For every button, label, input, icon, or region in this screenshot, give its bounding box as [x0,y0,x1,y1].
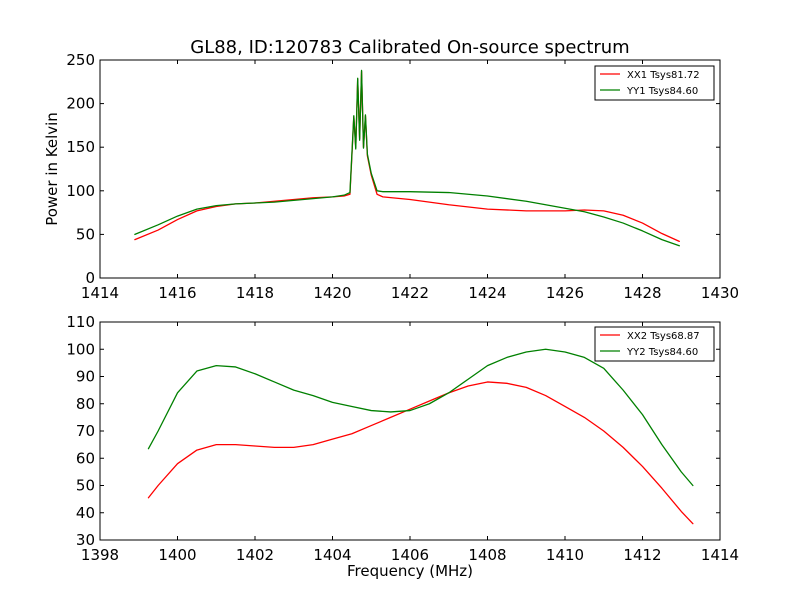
bottom-y-tick-label: 110 [66,313,95,331]
top-y-tick-label: 0 [85,269,95,287]
top-x-tick-label: 1430 [701,284,739,302]
top-x-tick-label: 1426 [546,284,584,302]
top-y-tick-label: 150 [66,138,95,156]
legend-label-yy2: YY2 Tsys84.60 [626,347,698,358]
top-x-tick-label: 1418 [236,284,274,302]
top-y-tick-label: 250 [66,51,95,69]
bottom-x-tick-label: 1414 [701,546,739,564]
legend-label-yy1: YY1 Tsys84.60 [626,86,698,97]
legend-box [594,65,715,101]
top-x-tick-label: 1420 [313,284,351,302]
bottom-legend: XX2 Tsys68.87 YY2 Tsys84.60 [594,326,715,362]
top-plot-frame [99,59,721,279]
x-axis-label: Frequency (MHz) [347,562,473,580]
bottom-x-tick-label: 1398 [81,546,119,564]
top-series-line-1 [134,69,680,247]
top-y-tick-label: 50 [76,225,95,243]
top-tick-layer: 1414 1416 1418 1420 1422 1424 1426 1428 1430 0 50 1… [66,51,739,302]
bottom-x-tick-label: 1404 [313,546,351,564]
top-legend: XX1 Tsys81.72 YY1 Tsys84.60 [594,65,715,101]
bottom-series-layer [147,348,694,525]
bottom-y-tick-label: 30 [76,531,95,549]
top-plot: GL88, ID:120783 Calibrated On-source spe… [43,37,739,302]
top-x-tick-label: 1416 [158,284,196,302]
bottom-plot-frame [99,321,721,541]
top-x-tick-label: 1424 [468,284,506,302]
bottom-y-tick-label: 100 [66,340,95,358]
top-x-tick-label: 1422 [391,284,429,302]
bottom-x-tick-label: 1406 [391,546,429,564]
bottom-x-tick-label: 1412 [623,546,661,564]
bottom-x-tick-label: 1400 [158,546,196,564]
bottom-x-tick-label: 1402 [236,546,274,564]
bottom-y-tick-label: 90 [76,368,95,386]
top-x-tick-label: 1414 [81,284,119,302]
bottom-y-tick-label: 40 [76,504,95,522]
legend-box [594,326,715,362]
top-y-tick-label: 100 [66,182,95,200]
top-y-tick-label: 200 [66,95,95,113]
bottom-series-line-1 [147,348,694,487]
chart-title: GL88, ID:120783 Calibrated On-source spe… [190,37,629,58]
bottom-y-tick-label: 80 [76,395,95,413]
bottom-x-tick-label: 1408 [468,546,506,564]
bottom-plot: Frequency (MHz) 1398 1400 1402 1404 1406 1408… [66,313,739,580]
bottom-x-tick-label: 1410 [546,546,584,564]
bottom-series-line-0 [147,381,694,525]
bottom-y-tick-label: 60 [76,449,95,467]
bottom-y-tick-label: 50 [76,477,95,495]
top-x-tick-label: 1428 [623,284,661,302]
y-axis-label: Power in Kelvin [43,112,61,226]
legend-label-xx2: XX2 Tsys68.87 [627,331,700,342]
bottom-y-tick-label: 70 [76,422,95,440]
top-series-layer [134,69,680,247]
legend-label-xx1: XX1 Tsys81.72 [627,70,700,81]
